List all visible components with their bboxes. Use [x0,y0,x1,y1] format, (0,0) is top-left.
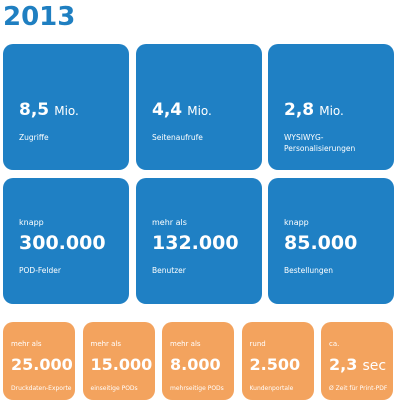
value: 132.000 [152,232,239,254]
prefix: knapp [284,218,309,227]
stat-tile: mehr als 8.000 mehrseitige PODs [162,322,234,400]
value: 85.000 [284,232,358,254]
label: POD-Felder [19,266,61,275]
stat-tile: knapp 85.000 Bestellungen [268,178,394,304]
label: Ø Zeit für Print-PDF [329,385,388,392]
stat-tile: mehr als 132.000 Benutzer [136,178,262,304]
stat-tile: rund 2.500 Kundenportale [241,322,314,400]
label: Benutzer [152,266,186,275]
value-line: 300.000 [19,232,106,254]
unit: sec [362,358,387,374]
value-line: 132.000 [152,232,239,254]
prefix: ca. [329,340,340,348]
value-line: 2.500 [250,355,301,374]
prefix: mehr als [90,340,122,348]
prefix: mehr als [11,340,42,348]
stat-tile: knapp 300.000 POD-Felder [3,178,129,304]
label: mehrseitige PODs [170,385,224,392]
stat-tile: 2,8 Mio. WYSIWYG-Personalisierungen [268,44,394,170]
unit: Mio. [187,104,212,118]
value: 15.000 [90,355,153,374]
stat-tile: ca. 2,3 sec Ø Zeit für Print-PDF [321,322,393,400]
prefix: mehr als [170,340,201,348]
label: Bestellungen [284,266,334,275]
label: WYSIWYG-Personalisierungen [284,133,356,153]
label: Kundenportale [249,385,294,392]
label: einseitige PODs [90,385,138,392]
prefix: knapp [19,218,44,227]
value: 8.000 [170,355,221,374]
value-line: 8,5 Mio. [19,100,79,120]
stat-tile: 8,5 Mio. Zugriffe [3,44,129,170]
unit: Mio. [54,104,79,118]
value: 8,5 [19,100,50,120]
value: 25.000 [11,355,73,374]
label: Druckdaten-Exporte [11,385,72,392]
value: 2.500 [249,355,301,374]
label: Seitenaufrufe [152,133,203,142]
value-line: 2,3 sec [329,355,386,374]
value-line: 8.000 [170,355,221,374]
stat-tile: mehr als 25.000 Druckdaten-Exporte [3,322,75,400]
value: 2,8 [284,100,315,120]
value: 2,3 [329,355,358,374]
unit: Mio. [319,104,344,118]
title: 2013 [3,2,76,32]
label: Zugriffe [19,133,49,142]
value: 4,4 [152,100,183,120]
stat-tile: 4,4 Mio. Seitenaufrufe [136,44,262,170]
value: 300.000 [19,232,106,254]
prefix: rund [249,340,266,348]
value-line: 15.000 [91,355,153,374]
value-line: 25.000 [11,355,73,374]
stat-tile: mehr als 15.000 einseitige PODs [82,322,155,400]
value-line: 85.000 [284,232,357,254]
prefix: mehr als [152,218,187,227]
value-line: 4,4 Mio. [152,100,212,120]
value-line: 2,8 Mio. [284,100,344,120]
